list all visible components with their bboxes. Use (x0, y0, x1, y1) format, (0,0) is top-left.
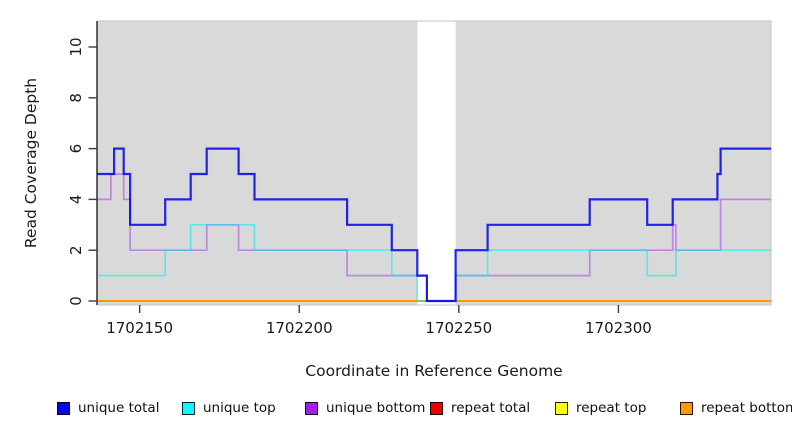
legend-item-unique-bottom: unique bottom (305, 400, 425, 416)
legend-swatch-repeat-total (430, 401, 443, 415)
x-tick-label: 1702250 (425, 319, 492, 337)
y-tick-label: 6 (67, 144, 85, 154)
x-tick-label: 1702150 (106, 319, 173, 337)
missing-data-band (417, 21, 456, 305)
x-axis-title: Coordinate in Reference Genome (305, 362, 562, 380)
y-tick-label: 10 (67, 37, 85, 56)
legend-swatch-repeat-bottom (680, 401, 693, 415)
legend-label: unique top (203, 400, 276, 416)
legend-label: repeat bottom (701, 400, 792, 416)
legend-label: unique bottom (326, 400, 426, 416)
legend-swatch-repeat-top (555, 401, 568, 415)
series-line-unique-top (97, 223, 771, 302)
series-line-unique-bottom (97, 173, 771, 302)
y-axis-title: Read Coverage Depth (22, 78, 40, 248)
legend-item-unique-total: unique total (57, 400, 159, 416)
y-tick-label: 4 (67, 195, 85, 205)
y-tick-label: 2 (67, 245, 85, 255)
x-tick-label: 1702300 (585, 319, 652, 337)
legend-label: unique total (78, 400, 160, 416)
x-tick-label: 1702200 (266, 319, 333, 337)
y-tick-label: 0 (67, 296, 85, 306)
legend-item-repeat-total: repeat total (430, 400, 530, 416)
series-line-unique-total (97, 147, 771, 303)
legend-item-unique-top: unique top (182, 400, 276, 416)
legend-swatch-unique-total (57, 401, 70, 415)
y-tick-label: 8 (67, 93, 85, 103)
legend-swatch-unique-top (182, 401, 195, 415)
legend-item-repeat-top: repeat top (555, 400, 646, 416)
legend-swatch-unique-bottom (305, 401, 318, 415)
legend-item-repeat-bottom: repeat bottom (680, 400, 792, 416)
legend-label: repeat total (451, 400, 531, 416)
legend-label: repeat top (576, 400, 647, 416)
